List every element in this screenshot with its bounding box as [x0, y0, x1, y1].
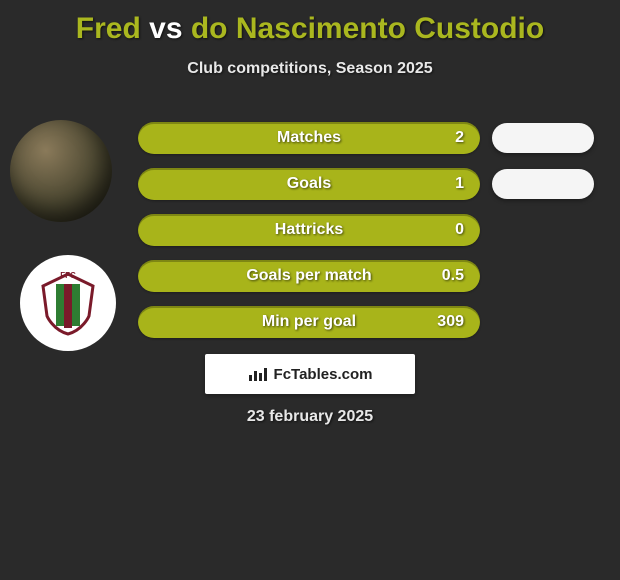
stat-row: Goals 1: [138, 168, 608, 200]
comparison-title: Fred vs do Nascimento Custodio: [0, 0, 620, 46]
stat-bar: Matches 2: [138, 122, 480, 154]
stat-value: 2: [455, 129, 464, 147]
stat-bar: Min per goal 309: [138, 306, 480, 338]
bar-chart-icon: [248, 366, 268, 382]
stat-pill-player2: [492, 169, 594, 199]
stat-label: Min per goal: [262, 313, 356, 331]
stats-rows: Matches 2 Goals 1 Hattricks 0 Goals per …: [138, 122, 608, 352]
stat-value: 1: [455, 175, 464, 193]
branding-badge: FcTables.com: [205, 354, 415, 394]
subtitle: Club competitions, Season 2025: [0, 60, 620, 78]
stat-label: Goals: [287, 175, 331, 193]
stat-value: 309: [437, 313, 464, 331]
player1-avatar: [10, 120, 112, 222]
stat-label: Hattricks: [275, 221, 343, 239]
stat-row: Matches 2: [138, 122, 608, 154]
stat-value: 0: [455, 221, 464, 239]
club-badge: FFC: [20, 255, 116, 351]
stat-bar: Goals per match 0.5: [138, 260, 480, 292]
branding-text: FcTables.com: [274, 366, 373, 383]
stat-bar: Goals 1: [138, 168, 480, 200]
title-player2: do Nascimento Custodio: [191, 12, 544, 45]
stat-row: Hattricks 0: [138, 214, 608, 246]
stat-row: Min per goal 309: [138, 306, 608, 338]
title-player1: Fred: [76, 12, 141, 45]
date-text: 23 february 2025: [0, 408, 620, 426]
stat-label: Matches: [277, 129, 341, 147]
avatar-image: [10, 120, 112, 222]
stat-label: Goals per match: [246, 267, 371, 285]
svg-text:FFC: FFC: [60, 271, 76, 280]
stat-row: Goals per match 0.5: [138, 260, 608, 292]
club-badge-icon: FFC: [33, 268, 103, 338]
stat-bar: Hattricks 0: [138, 214, 480, 246]
stat-value: 0.5: [442, 267, 464, 285]
title-vs: vs: [149, 12, 182, 45]
stat-pill-player2: [492, 123, 594, 153]
